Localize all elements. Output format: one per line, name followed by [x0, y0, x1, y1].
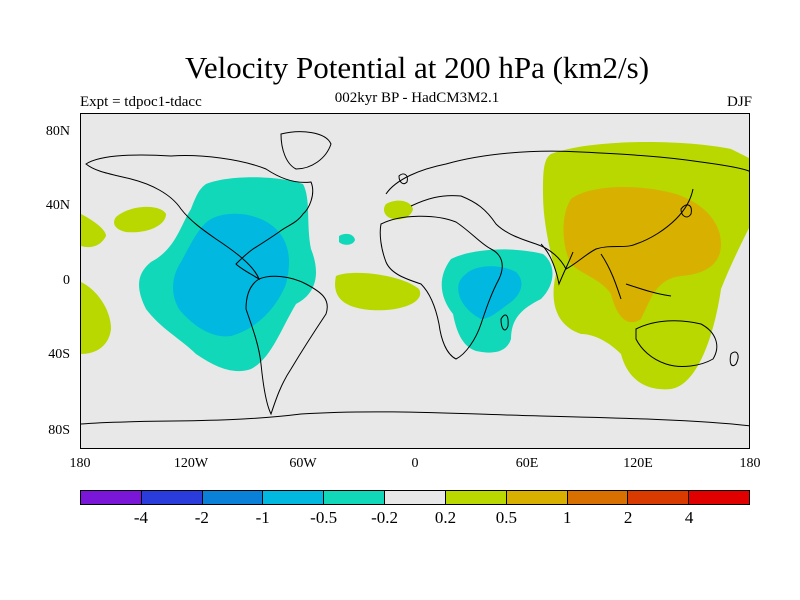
colorbar-segment [445, 491, 507, 504]
colorbar-segment [81, 491, 142, 504]
positive-region-atlantic [335, 272, 421, 311]
colorbar-segment [385, 491, 446, 504]
new-zealand-coast [729, 351, 739, 367]
map-title: Velocity Potential at 200 hPa (km2/s) [184, 50, 650, 85]
colorbar-segment [141, 491, 203, 504]
colorbar-segment [202, 491, 264, 504]
antarctica-coast [81, 411, 749, 427]
coastlines [81, 131, 749, 427]
y-tick-label: 0 [63, 273, 70, 288]
colorbar-label: 2 [623, 508, 633, 527]
colorbar-segment [689, 491, 749, 504]
colorbar-label: 4 [684, 508, 694, 527]
experiment-label: Expt = tdpoc1-tdacc [80, 94, 202, 110]
y-tick-label: 40S [48, 347, 70, 362]
colorbar-label: -4 [133, 508, 148, 527]
x-tick-label: 180 [739, 456, 761, 471]
south-america-coast [245, 275, 328, 416]
colorbar-label: -0.2 [371, 508, 398, 527]
season-label: DJF [726, 94, 752, 110]
x-tick-label: 0 [411, 456, 419, 471]
colorbar-segment [506, 491, 568, 504]
colorbar-segment [628, 491, 690, 504]
x-tick-label: 60W [289, 456, 317, 471]
africa-coast [379, 215, 503, 360]
strong-positive-region-asia [563, 187, 721, 323]
x-tick-label: 60E [515, 456, 539, 471]
map-plot-area [80, 113, 750, 449]
colorbar-label: -2 [194, 508, 209, 527]
x-tick-label: 120W [173, 456, 209, 471]
madagascar-coast [500, 314, 509, 331]
small-negative-patch [339, 233, 355, 245]
velocity-potential-map [81, 131, 749, 427]
southeast-asia-coast [600, 253, 672, 300]
y-tick-label: 80S [48, 423, 70, 438]
colorbar-segment [567, 491, 629, 504]
india-coast [540, 243, 574, 286]
colorbar-label: 1 [563, 508, 572, 527]
colorbar-label: 0.5 [495, 508, 517, 527]
japan-coast [680, 204, 692, 218]
positive-region-north-pacific [114, 206, 166, 233]
australia-coast [635, 320, 718, 367]
positive-region-west-edge-north [81, 214, 106, 248]
colorbar-label: -0.5 [310, 508, 338, 527]
colorbar-label: 0.2 [434, 508, 457, 527]
colorbar-segment [324, 491, 386, 504]
colorbar-segment [263, 491, 325, 504]
map-subtitle: 002kyr BP - HadCM3M2.1 [334, 90, 500, 106]
y-tick-label: 40N [45, 198, 70, 213]
y-tick-label: 80N [45, 124, 70, 139]
positive-region-west-edge-south [81, 282, 111, 354]
greenland-coast [280, 131, 332, 170]
positive-region-mediterranean [383, 200, 413, 220]
x-tick-label: 180 [69, 456, 91, 471]
north-america-coast [85, 154, 314, 281]
colorbar-label: -1 [255, 508, 270, 527]
stronger-negative-region-africa [458, 266, 522, 319]
colorbar [80, 490, 750, 505]
x-tick-label: 120E [623, 456, 653, 471]
contour-fills [81, 142, 749, 390]
uk-coast [398, 173, 408, 185]
